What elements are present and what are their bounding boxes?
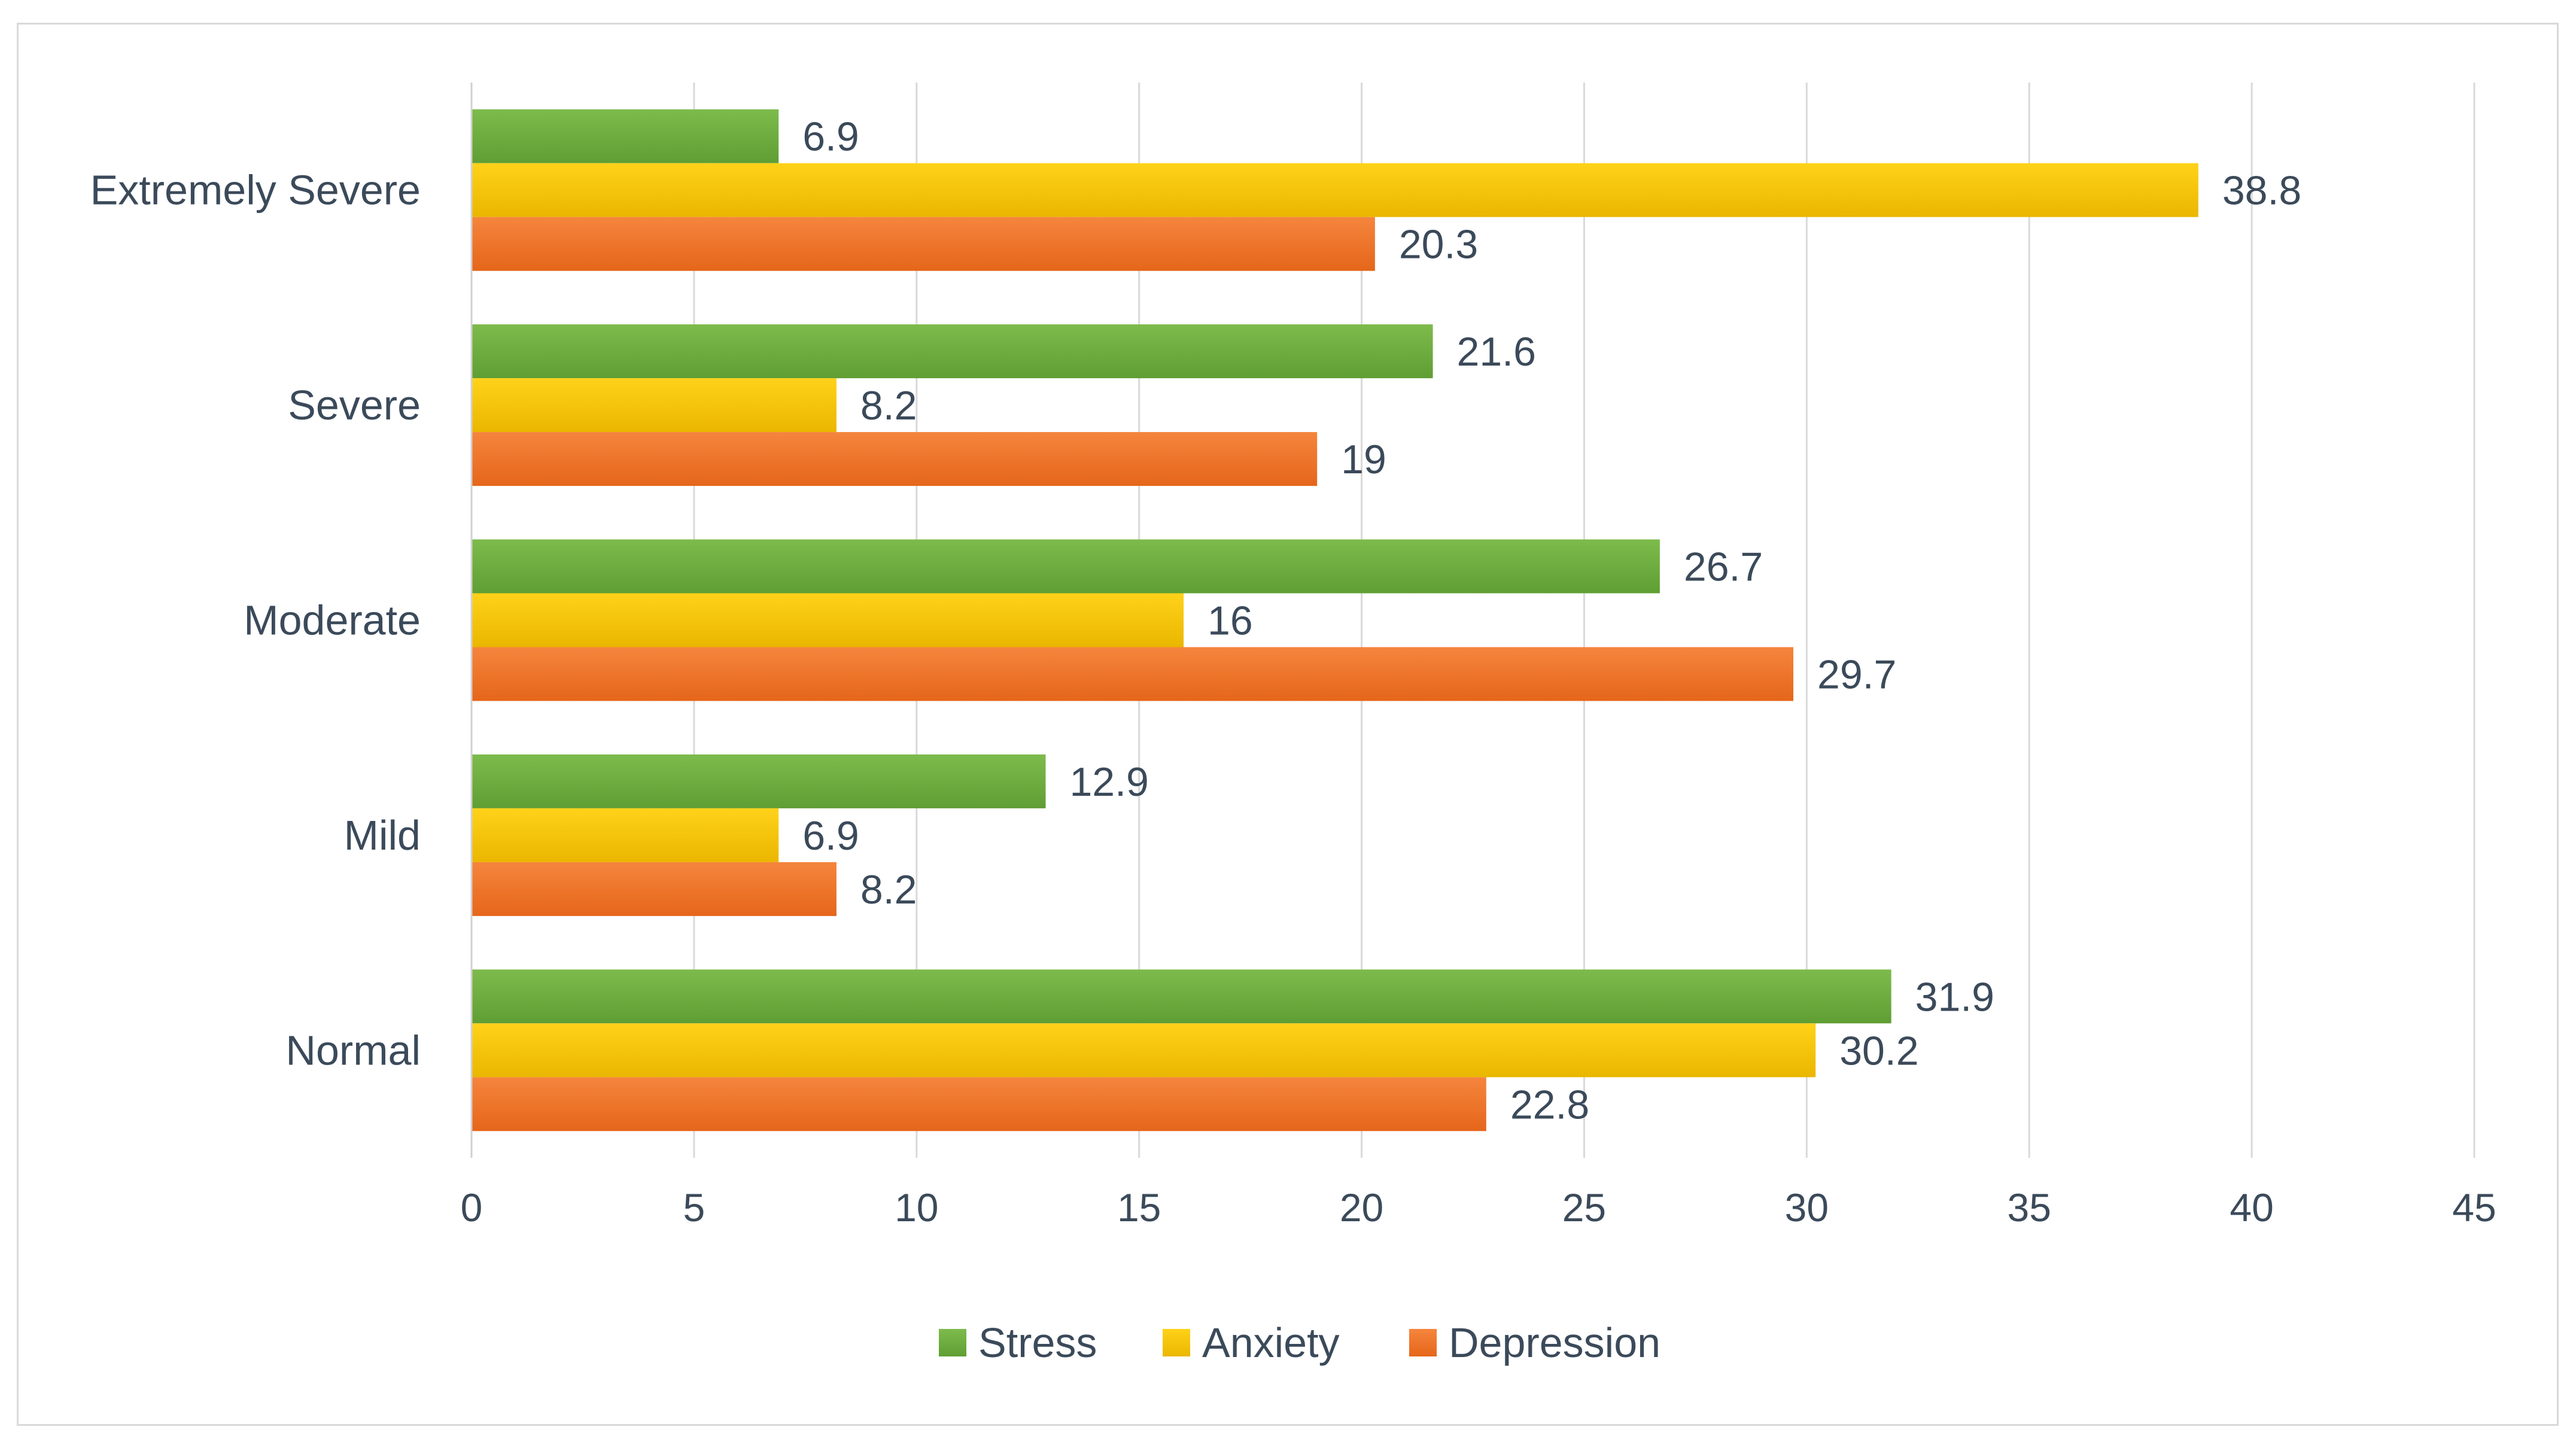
category-label-moderate: Moderate bbox=[244, 597, 421, 644]
x-tick-label-15: 15 bbox=[1117, 1185, 1161, 1230]
data-label-anxiety-moderate: 16 bbox=[1208, 598, 1253, 644]
axes: 0 5 10 15 20 25 30 35 40 45 Extremely Severe Severe… bbox=[90, 83, 2496, 1230]
data-label-stress-severe: 21.6 bbox=[1457, 329, 1536, 375]
data-label-depression-extremely-severe: 20.3 bbox=[1399, 222, 1478, 267]
bar-depression-moderate[interactable] bbox=[472, 647, 1794, 701]
data-label-stress-extremely-severe: 6.9 bbox=[802, 114, 859, 160]
bar-chart: 6.938.820.321.68.21926.71629.712.96.98.2… bbox=[90, 83, 2496, 1366]
bars bbox=[472, 109, 2198, 1131]
legend-swatch-anxiety bbox=[1163, 1329, 1190, 1356]
data-label-stress-mild: 12.9 bbox=[1069, 759, 1148, 805]
bar-stress-severe[interactable] bbox=[472, 324, 1433, 379]
bar-stress-moderate[interactable] bbox=[472, 539, 1660, 594]
data-label-stress-moderate: 26.7 bbox=[1684, 544, 1763, 590]
data-label-anxiety-severe: 8.2 bbox=[860, 383, 917, 428]
bar-anxiety-extremely-severe[interactable] bbox=[472, 163, 2198, 217]
bar-anxiety-moderate[interactable] bbox=[472, 593, 1184, 647]
x-tick-label-30: 30 bbox=[1785, 1185, 1829, 1230]
legend-swatch-depression bbox=[1409, 1329, 1437, 1356]
data-label-stress-normal: 31.9 bbox=[1915, 974, 1994, 1020]
legend: Stress Anxiety Depression bbox=[939, 1319, 1660, 1366]
data-label-depression-normal: 22.8 bbox=[1510, 1082, 1589, 1127]
data-labels: 6.938.820.321.68.21926.71629.712.96.98.2… bbox=[802, 114, 2301, 1128]
category-label-normal: Normal bbox=[285, 1027, 421, 1073]
legend-item-anxiety[interactable]: Anxiety bbox=[1163, 1319, 1340, 1366]
bar-anxiety-mild[interactable] bbox=[472, 808, 779, 862]
legend-item-depression[interactable]: Depression bbox=[1409, 1319, 1660, 1366]
category-label-extremely-severe: Extremely Severe bbox=[90, 167, 421, 214]
legend-label-anxiety: Anxiety bbox=[1202, 1319, 1340, 1366]
bar-depression-mild[interactable] bbox=[472, 862, 837, 916]
x-tick-label-40: 40 bbox=[2230, 1185, 2273, 1230]
x-tick-label-20: 20 bbox=[1340, 1185, 1383, 1230]
data-label-anxiety-mild: 6.9 bbox=[802, 813, 859, 859]
category-label-severe: Severe bbox=[288, 382, 421, 428]
legend-label-depression: Depression bbox=[1449, 1319, 1660, 1366]
bar-depression-normal[interactable] bbox=[472, 1077, 1486, 1131]
x-tick-label-10: 10 bbox=[895, 1185, 938, 1230]
x-tick-label-0: 0 bbox=[461, 1185, 483, 1230]
data-label-depression-severe: 19 bbox=[1341, 437, 1386, 482]
x-tick-label-25: 25 bbox=[1562, 1185, 1606, 1230]
legend-label-stress: Stress bbox=[978, 1319, 1097, 1366]
data-label-anxiety-extremely-severe: 38.8 bbox=[2222, 168, 2301, 214]
bar-anxiety-normal[interactable] bbox=[472, 1023, 1816, 1078]
chart-frame: 6.9 38.8 20.3 21.6 8.2 19 26.7 16 29.7 12.9 6.9 8.2… bbox=[17, 23, 2559, 1426]
x-tick-label-45: 45 bbox=[2452, 1185, 2496, 1230]
bar-stress-normal[interactable] bbox=[472, 969, 1891, 1024]
x-tick-label-5: 5 bbox=[683, 1185, 705, 1230]
data-label-anxiety-normal: 30.2 bbox=[1839, 1028, 1918, 1073]
legend-swatch-stress bbox=[939, 1329, 966, 1356]
x-tick-label-35: 35 bbox=[2008, 1185, 2051, 1230]
bar-anxiety-severe[interactable] bbox=[472, 378, 837, 433]
bar-stress-mild[interactable] bbox=[472, 754, 1046, 808]
data-label-depression-mild: 8.2 bbox=[860, 867, 917, 912]
legend-item-stress[interactable]: Stress bbox=[939, 1319, 1097, 1366]
bar-stress-extremely-severe[interactable] bbox=[472, 109, 779, 163]
bar-depression-extremely-severe[interactable] bbox=[472, 217, 1375, 271]
category-label-mild: Mild bbox=[344, 812, 421, 859]
bar-depression-severe[interactable] bbox=[472, 432, 1318, 486]
data-label-depression-moderate: 29.7 bbox=[1817, 652, 1896, 698]
